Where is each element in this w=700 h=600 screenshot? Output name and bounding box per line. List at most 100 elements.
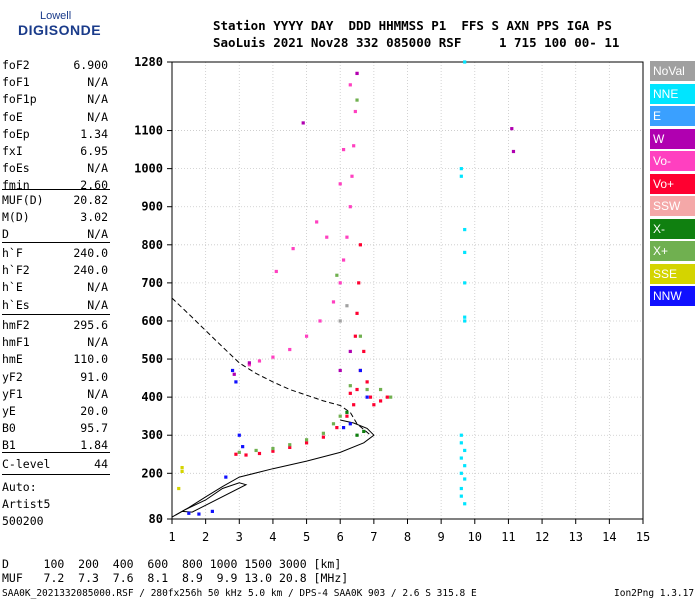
data-point [358, 334, 362, 338]
param-row: hmF2 295.6 [2, 318, 108, 335]
param-name: M(D) [2, 210, 30, 225]
param-value: N/A [87, 280, 108, 295]
param-name: hmF2 [2, 318, 30, 332]
data-point [247, 361, 251, 365]
y-tick-label: 600 [141, 314, 163, 328]
data-point [345, 410, 349, 414]
autoscale-line: Auto: [2, 480, 37, 494]
data-point [358, 243, 362, 247]
param-name: B0 [2, 421, 16, 436]
data-point [341, 147, 346, 152]
param-value: N/A [87, 386, 108, 401]
data-point [257, 451, 262, 456]
param-value: 240.0 [73, 263, 108, 278]
data-point [338, 182, 342, 186]
clevel-row: C-level 44 [2, 457, 108, 474]
data-point [463, 281, 467, 285]
data-point [389, 395, 393, 399]
param-name: B1 [2, 438, 16, 453]
x-tick-label: 3 [236, 530, 243, 544]
data-point [180, 469, 184, 473]
data-point [234, 452, 238, 456]
data-point [365, 380, 369, 384]
param-row: h`Es N/A [2, 298, 108, 315]
y-tick-label: 200 [141, 466, 163, 480]
legend-item-nnw: NNW [650, 286, 695, 306]
param-name: foEp [2, 126, 30, 141]
param-value: N/A [87, 227, 108, 242]
data-point [341, 426, 346, 430]
clevel-value: 44 [94, 457, 108, 471]
autoscale-line: 500200 [2, 514, 44, 528]
data-point [353, 109, 357, 114]
data-point [378, 399, 383, 403]
legend-item-ssw: SSW [650, 196, 695, 216]
y-tick-label: 900 [141, 200, 163, 214]
data-point [271, 355, 275, 359]
data-point [357, 281, 361, 285]
data-point [365, 395, 369, 399]
param-row: yF1 N/A [2, 387, 108, 404]
data-point [350, 174, 354, 178]
data-point [459, 167, 463, 171]
param-value: N/A [87, 335, 108, 350]
x-tick-label: 14 [602, 530, 616, 544]
data-point [345, 304, 349, 308]
data-point [338, 319, 342, 323]
data-point [355, 311, 359, 315]
data-point [341, 258, 346, 262]
param-name: yF2 [2, 369, 23, 384]
logo-digisonde: DIGISONDE [18, 22, 102, 38]
data-point [459, 471, 463, 475]
data-point [368, 395, 373, 399]
data-point [288, 443, 292, 447]
data-point [321, 431, 325, 435]
y-tick-label: 1000 [134, 162, 163, 176]
data-point [180, 465, 184, 470]
param-name: fmin [2, 178, 30, 193]
data-point [459, 433, 463, 437]
x-tick-label: 9 [438, 530, 445, 544]
data-point [247, 363, 251, 367]
data-point [224, 475, 228, 479]
series-x- [345, 410, 366, 437]
data-point [463, 448, 467, 453]
y-tick-label: 700 [141, 276, 163, 290]
data-point [304, 441, 309, 445]
data-point [463, 60, 467, 64]
data-point [459, 494, 463, 498]
data-point [335, 273, 339, 277]
y-tick-label: 400 [141, 390, 163, 404]
data-point [237, 450, 241, 454]
footer-muf-line: MUF 7.2 7.3 7.6 8.1 8.9 9.9 13.0 20.8 [M… [2, 571, 349, 585]
param-value: N/A [87, 297, 108, 312]
series-vo- [247, 71, 359, 367]
legend-item-vo: Vo- [650, 151, 695, 171]
param-value: 95.7 [80, 421, 108, 436]
param-row: foF1 N/A [2, 75, 108, 92]
param-name: yF1 [2, 386, 23, 401]
data-point [271, 449, 275, 453]
param-name: foE [2, 109, 23, 124]
footer-version: Ion2Png 1.3.17 [614, 588, 695, 599]
param-row: h`F 240.0 [2, 246, 108, 263]
series-vo- [234, 243, 389, 457]
data-point [348, 205, 352, 209]
data-point [177, 486, 181, 491]
data-point [355, 71, 359, 76]
data-point [348, 422, 352, 426]
data-point [230, 368, 235, 373]
data-point [348, 349, 352, 354]
data-point [301, 121, 305, 125]
data-point [325, 235, 329, 239]
x-tick-label: 7 [370, 530, 377, 544]
data-point [237, 433, 241, 437]
data-point [345, 235, 349, 239]
legend-item-nne: NNE [650, 83, 695, 104]
legend-item-noval: NoVal [650, 61, 695, 81]
profile-dashed-line [171, 297, 371, 436]
series-nne [459, 60, 467, 506]
x-tick-label: 2 [202, 530, 209, 544]
legend-item-vo: Vo+ [650, 173, 695, 194]
data-point [463, 227, 467, 232]
